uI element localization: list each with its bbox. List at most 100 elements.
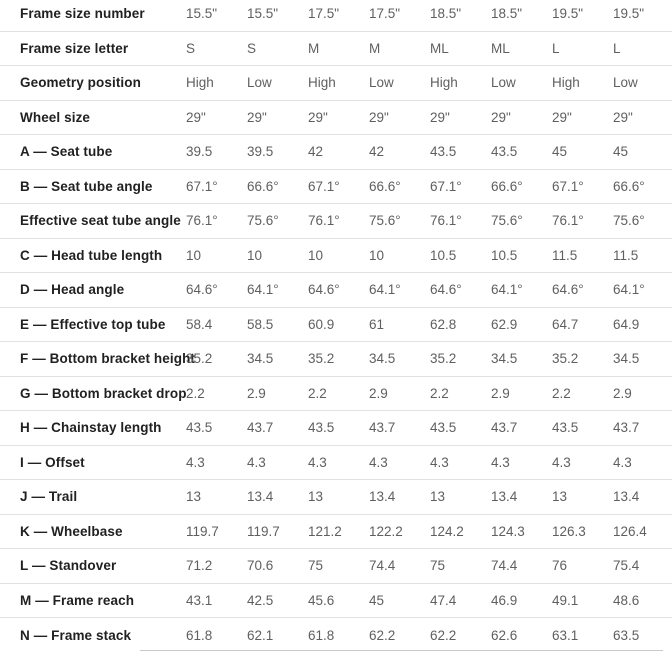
cell-value: 35.2 (308, 351, 335, 367)
cell-value: 4.3 (308, 454, 327, 470)
cell-value: M (369, 40, 381, 56)
cell-value: 76.1° (308, 213, 340, 229)
cell-value: 67.1° (430, 178, 462, 194)
cell-value: 4.3 (186, 454, 205, 470)
cell-value: 75 (308, 558, 324, 574)
row-label: Frame size number (20, 6, 145, 22)
cell-value: 67.1° (308, 178, 340, 194)
cell-value: 35.2 (430, 351, 457, 367)
cell-value: Low (369, 75, 394, 91)
cell-value: 29" (247, 109, 267, 125)
row-label: M — Frame reach (20, 592, 135, 608)
cell-value: 39.5 (186, 144, 213, 160)
cell-value: 66.6° (369, 178, 401, 194)
cell-value: M (308, 40, 320, 56)
cell-value: 64.6° (186, 282, 218, 298)
cell-value: 2.2 (552, 385, 571, 401)
table-row: H — Chainstay length 43.5 43.7 43.5 43.7 43.5… (0, 411, 672, 446)
cell-value: 4.3 (552, 454, 571, 470)
table-row: Wheel size 29" 29" 29" 29" 29" 29" 29" 29" (0, 100, 672, 135)
row-label: C — Head tube length (20, 247, 163, 263)
cell-value: 10 (308, 247, 324, 263)
table-row: B — Seat tube angle 67.1° 66.6° 67.1° 66.6° 6… (0, 169, 672, 204)
cell-value: 76.1° (186, 213, 218, 229)
row-label: J — Trail (20, 489, 78, 505)
cell-value: 119.7 (186, 523, 219, 539)
cell-value: 4.3 (369, 454, 388, 470)
table-row: M — Frame reach 43.1 42.5 45.6 45 47.4 46.9 49.… (0, 583, 672, 618)
cell-value: 42 (308, 144, 324, 160)
row-label: L — Standover (20, 558, 117, 574)
cell-value: 75 (430, 558, 446, 574)
cell-value: 4.3 (613, 454, 632, 470)
cell-value: S (186, 40, 196, 56)
cell-value: ML (491, 40, 510, 56)
cell-value: 62.1 (247, 627, 274, 643)
cell-value: 64.1° (247, 282, 279, 298)
cell-value: 34.5 (247, 351, 274, 367)
cell-value: High (552, 75, 580, 91)
cell-value: 66.6° (613, 178, 645, 194)
table-row: K — Wheelbase 119.7 119.7 121.2 122.2 124.2 12… (0, 514, 672, 549)
row-label: K — Wheelbase (20, 523, 123, 539)
cell-value: 10 (186, 247, 202, 263)
cell-value: 2.2 (308, 385, 327, 401)
cell-value: Low (613, 75, 638, 91)
cell-value: 13 (552, 489, 568, 505)
cell-value: 10 (247, 247, 263, 263)
cell-value: 34.5 (491, 351, 518, 367)
table-row: J — Trail 13 13.4 13 13.4 13 13.4 13 13.4 (0, 480, 672, 515)
cell-value: 75.6° (491, 213, 523, 229)
cell-value: 67.1° (552, 178, 584, 194)
cell-value: 62.9 (491, 316, 518, 332)
cell-value: S (247, 40, 257, 56)
cell-value: 74.4 (369, 558, 396, 574)
cell-value: 10.5 (430, 247, 457, 263)
cell-value: 39.5 (247, 144, 274, 160)
cell-value: 11.5 (552, 247, 578, 263)
table-row: D — Head angle 64.6° 64.1° 64.6° 64.1° 64.6° 6… (0, 273, 672, 308)
cell-value: 76 (552, 558, 568, 574)
cell-value: 17.5" (369, 6, 401, 22)
cell-value: 64.7 (552, 316, 579, 332)
cell-value: 75.4 (613, 558, 640, 574)
cell-value: 19.5" (613, 6, 645, 22)
cell-value: L (552, 40, 560, 56)
table-row: Frame size letter S S M M ML ML L L (0, 31, 672, 66)
cell-value: 4.3 (247, 454, 266, 470)
cell-value: 13.4 (613, 489, 640, 505)
cell-value: 29" (430, 109, 450, 125)
table-row: Effective seat tube angle 76.1° 75.6° 76.1°… (0, 204, 672, 239)
cell-value: 29" (491, 109, 511, 125)
cell-value: 63.1 (552, 627, 579, 643)
cell-value: 29" (552, 109, 572, 125)
cell-value: 29" (186, 109, 206, 125)
cell-value: 64.1° (613, 282, 645, 298)
row-label: Wheel size (20, 109, 91, 125)
cell-value: High (308, 75, 336, 91)
cell-value: High (430, 75, 458, 91)
cell-value: 76.1° (430, 213, 462, 229)
row-label: E — Effective top tube (20, 316, 166, 332)
table-row: N — Frame stack 61.8 62.1 61.8 62.2 62.2 62.6 6… (0, 618, 672, 653)
cell-value: 2.2 (430, 385, 449, 401)
cell-value: 10.5 (491, 247, 518, 263)
cell-value: 13 (430, 489, 446, 505)
cell-value: 43.7 (247, 420, 274, 436)
cell-value: 43.1 (186, 592, 213, 608)
cell-value: 61 (369, 316, 385, 332)
cell-value: 34.5 (369, 351, 396, 367)
cell-value: 43.7 (369, 420, 396, 436)
cell-value: 122.2 (369, 523, 403, 539)
cell-value: 4.3 (430, 454, 449, 470)
row-label: Effective seat tube angle (20, 213, 181, 229)
row-label: B — Seat tube angle (20, 178, 153, 194)
cell-value: 43.7 (613, 420, 640, 436)
cell-value: 64.9 (613, 316, 640, 332)
cell-value: 43.5 (430, 144, 457, 160)
cell-value: 2.2 (186, 385, 205, 401)
cell-value: 45 (552, 144, 568, 160)
cell-value: 45 (613, 144, 629, 160)
